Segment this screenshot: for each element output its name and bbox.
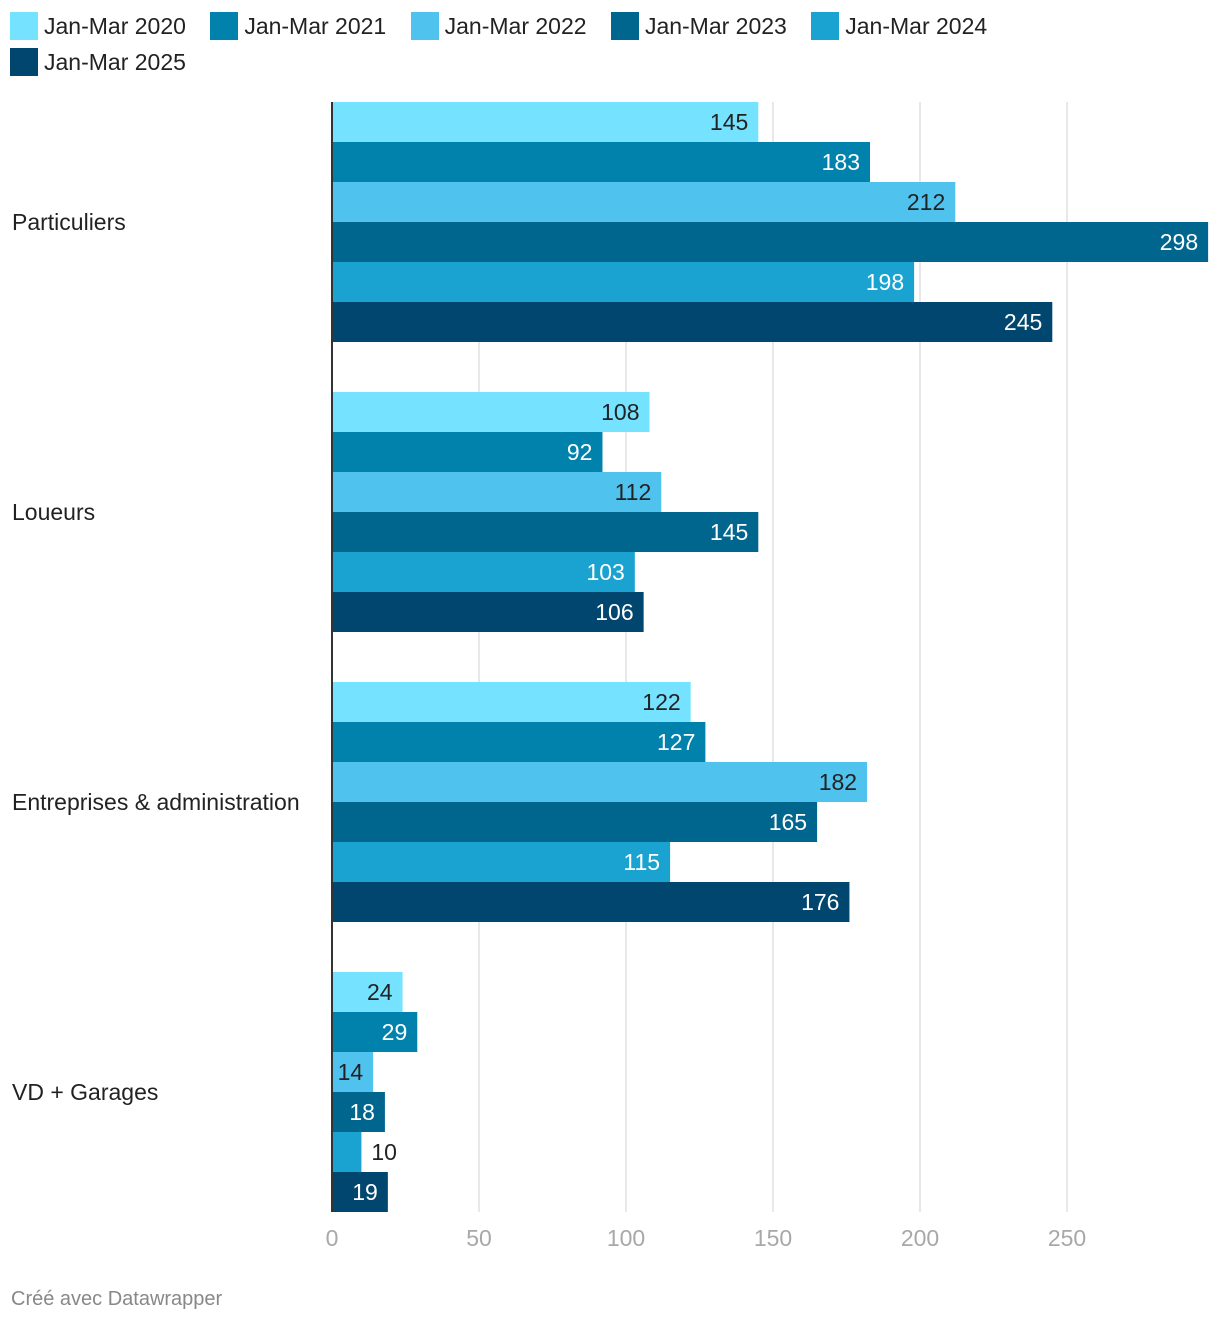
bar-value-label: 10 [371,1139,397,1165]
legend-label: Jan-Mar 2021 [244,13,387,39]
bar [332,1012,418,1052]
bar-value-label: 176 [801,889,839,915]
bar [332,842,671,882]
bar-value-label: 127 [657,729,695,755]
bar [332,1092,385,1132]
bar-value-label: 298 [1160,229,1198,255]
bar-value-label: 106 [595,599,633,625]
bar-value-label: 92 [567,439,593,465]
bar [332,882,850,922]
x-tick-label: 50 [466,1225,492,1251]
bar [332,682,691,722]
legend-swatch [410,12,439,40]
bar [332,222,1209,262]
bar [332,1132,362,1172]
legend-item-2025: Jan-Mar 2025 [10,44,186,80]
x-tick-label: 200 [901,1225,939,1251]
bar [332,722,706,762]
bar [332,182,956,222]
bar [332,1052,374,1092]
bar [332,552,635,592]
legend-swatch [610,12,639,40]
bar-value-label: 183 [822,149,860,175]
bar [332,972,403,1012]
legend-label: Jan-Mar 2024 [845,13,988,39]
bar [332,392,650,432]
legend-item-2021: Jan-Mar 2021 [210,8,386,44]
footer-credit: Créé avec Datawrapper [11,1288,223,1310]
legend-item-2023: Jan-Mar 2023 [610,8,787,44]
bar-value-label: 145 [710,519,748,545]
bar [332,262,915,302]
bar-value-label: 122 [642,689,680,715]
x-tick-label: 150 [754,1225,792,1251]
chart-legend: Jan-Mar 2020 Jan-Mar 2021 Jan-Mar 2022 J… [10,8,1200,80]
legend-item-2020: Jan-Mar 2020 [10,8,186,44]
x-tick-label: 250 [1048,1225,1086,1251]
bar [332,102,759,142]
bar-value-label: 19 [352,1179,378,1205]
category-label: VD + Garages [12,1079,158,1105]
bar-chart: 0 50 100 150 200 250 145 183 212 298 198 245 Particu… [12,102,1209,1251]
bar [332,802,818,842]
legend-label: Jan-Mar 2025 [44,49,186,75]
legend-label: Jan-Mar 2023 [644,13,787,39]
x-tick-label: 0 [326,1225,339,1251]
bar-value-label: 14 [338,1059,364,1085]
bar [332,512,759,552]
legend-swatch [10,12,38,40]
bar-value-label: 245 [1004,309,1042,335]
bar-value-label: 103 [586,559,624,585]
category-label: Loueurs [12,499,95,525]
bar-value-label: 198 [866,269,904,295]
bar [332,142,871,182]
bar-value-label: 108 [601,399,639,425]
category-label: Particuliers [12,209,126,235]
bar-value-label: 29 [382,1019,408,1045]
legend-item-2022: Jan-Mar 2022 [410,8,587,44]
legend-swatch [210,12,239,40]
x-tick-label: 100 [607,1225,645,1251]
legend-swatch [811,12,840,40]
bar-value-label: 212 [907,189,945,215]
category-label: Entreprises & administration [12,789,300,815]
bar-value-label: 182 [819,769,857,795]
legend-label: Jan-Mar 2020 [44,13,186,39]
legend-swatch [10,48,38,76]
bar-value-label: 112 [615,479,652,505]
bar-value-label: 165 [769,809,807,835]
legend-label: Jan-Mar 2022 [444,13,587,39]
bar [332,302,1053,342]
bar [332,472,662,512]
legend-item-2024: Jan-Mar 2024 [811,8,987,44]
bar-value-label: 115 [623,849,660,875]
bar [332,762,868,802]
bar-value-label: 145 [710,109,748,135]
bar-value-label: 24 [367,979,393,1005]
bar-value-label: 18 [349,1099,375,1125]
bar [332,592,644,632]
bar [332,1172,388,1212]
bar [332,432,603,472]
